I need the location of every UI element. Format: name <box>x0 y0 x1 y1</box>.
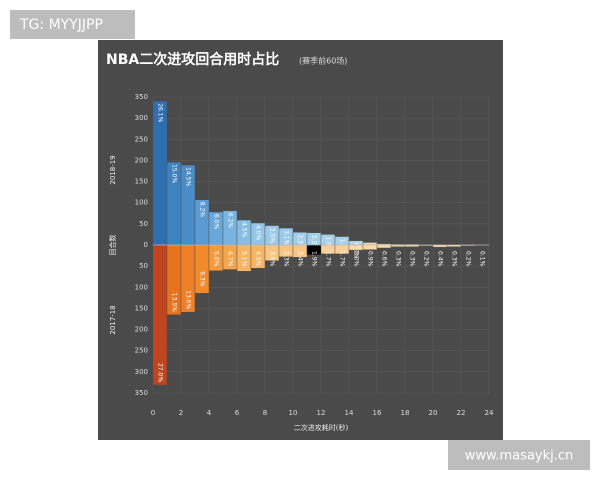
share-label: 3.0% <box>269 251 276 267</box>
y-tick-label: 100 <box>135 283 148 291</box>
x-tick-label: 16 <box>373 409 382 417</box>
footer: www.masaykj.cn <box>465 449 574 464</box>
share-label: 2.4% <box>297 251 304 267</box>
x-axis-label: 二次进攻耗时(秒) <box>294 423 349 432</box>
y-tick-label: 100 <box>135 199 148 207</box>
x-tick-label: 12 <box>317 409 326 417</box>
y-tick-label: 350 <box>135 93 148 101</box>
watermark-box <box>10 10 135 39</box>
share-label: 3.1% <box>283 230 290 246</box>
share-label: 0.3% <box>409 251 416 267</box>
bar <box>376 244 392 249</box>
share-label: 1.7% <box>339 251 346 267</box>
share-label: 0.6% <box>381 251 388 267</box>
bar <box>152 101 168 246</box>
footer-box <box>448 440 590 470</box>
y-tick-label: 200 <box>135 326 148 334</box>
bar <box>348 244 364 251</box>
share-label: 27.0% <box>157 363 164 382</box>
share-label: 0.4% <box>437 251 444 267</box>
bar <box>432 244 448 248</box>
y-tick-label: 250 <box>135 347 148 355</box>
y-tick-label: 300 <box>135 368 148 376</box>
x-tick-label: 24 <box>485 409 494 417</box>
y-tick-label: 150 <box>135 178 148 186</box>
share-label: 1.7% <box>325 251 332 267</box>
share-label: 0.1% <box>479 251 486 267</box>
y-tick-label: 250 <box>135 135 148 143</box>
share-label: 13.5% <box>171 293 178 312</box>
x-tick-label: 6 <box>235 409 240 417</box>
x-tick-label: 2 <box>179 409 183 417</box>
series-label: 2017-18 <box>109 305 117 334</box>
share-label: 4.0% <box>255 225 262 241</box>
chart-subtitle: (赛季前60场) <box>299 56 347 66</box>
share-label: 3.5% <box>269 228 276 244</box>
x-tick-label: 14 <box>345 409 354 417</box>
share-label: 26.1% <box>157 103 164 122</box>
share-label: 15.0% <box>171 164 178 183</box>
share-label: 4.5% <box>241 222 248 238</box>
share-label: 4.7% <box>227 251 234 267</box>
x-tick-label: 22 <box>457 409 466 417</box>
share-label: 4.5% <box>255 251 262 267</box>
x-tick-label: 20 <box>429 409 438 417</box>
y-tick-label: 350 <box>135 389 148 397</box>
x-tick-label: 0 <box>151 409 155 417</box>
bar <box>362 242 378 246</box>
x-tick-label: 18 <box>401 409 410 417</box>
x-tick-label: 10 <box>289 409 298 417</box>
y-tick-label: 50 <box>139 220 148 228</box>
series-label: 2018-19 <box>109 155 117 184</box>
share-label: 0.2% <box>465 251 472 267</box>
share-label: 0.2% <box>423 251 430 267</box>
y-tick-label: 0 <box>144 241 148 249</box>
y-tick-label: 50 <box>139 262 148 270</box>
share-label: 8.2% <box>199 202 206 218</box>
share-label: 5.1% <box>241 251 248 267</box>
share-label: 6.0% <box>213 214 220 230</box>
share-label: 2.2% <box>311 235 318 251</box>
share-label: 6.2% <box>227 213 234 229</box>
watermark: TG: MYYJJPP <box>19 17 103 33</box>
y-tick-label: 150 <box>135 304 148 312</box>
share-label: 1.0% <box>353 251 360 267</box>
share-label: 13.0% <box>185 290 192 309</box>
share-label: 2.3% <box>297 234 304 250</box>
share-label: 14.5% <box>185 167 192 186</box>
y-axis-label: 回合数 <box>108 235 117 256</box>
share-label: 9.3% <box>199 271 206 287</box>
share-label: 1.9% <box>311 251 318 267</box>
share-label: 0.9% <box>367 251 374 267</box>
y-tick-label: 300 <box>135 114 148 122</box>
share-label: 0.3% <box>395 251 402 267</box>
x-tick-label: 4 <box>207 409 212 417</box>
share-label: 0.8% <box>353 243 360 259</box>
share-label: 5.0% <box>213 251 220 267</box>
chart-title: NBA二次进攻回合用时占比 <box>106 51 279 68</box>
share-label: 0.3% <box>451 251 458 267</box>
share-label: 1.9% <box>325 236 332 252</box>
share-label: 2.3% <box>283 251 290 267</box>
y-tick-label: 200 <box>135 156 148 164</box>
x-tick-label: 8 <box>263 409 267 417</box>
bar <box>362 244 378 250</box>
